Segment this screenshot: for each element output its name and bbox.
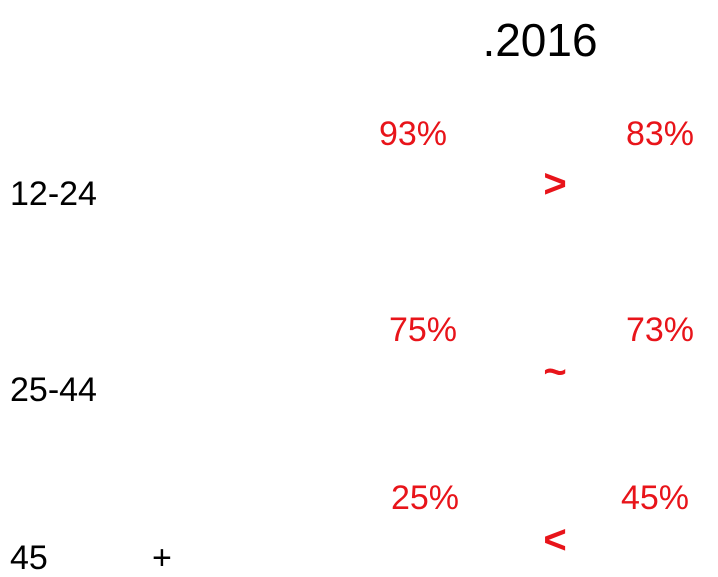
- left-value: 25%: [390, 479, 460, 517]
- row-label-suffix: +: [152, 539, 172, 577]
- right-value: 45%: [620, 479, 690, 517]
- comparison-symbol: ~: [543, 350, 567, 394]
- right-value: 73%: [625, 311, 695, 349]
- row-label: 12-24: [10, 175, 97, 213]
- left-value: 93%: [378, 115, 448, 153]
- row-label: 45: [10, 539, 48, 577]
- right-value: 83%: [625, 115, 695, 153]
- comparison-symbol: <: [543, 518, 567, 562]
- comparison-symbol: >: [543, 162, 567, 206]
- row-label: 25-44: [10, 371, 97, 409]
- left-value: 75%: [388, 311, 458, 349]
- title: .2016: [482, 14, 598, 66]
